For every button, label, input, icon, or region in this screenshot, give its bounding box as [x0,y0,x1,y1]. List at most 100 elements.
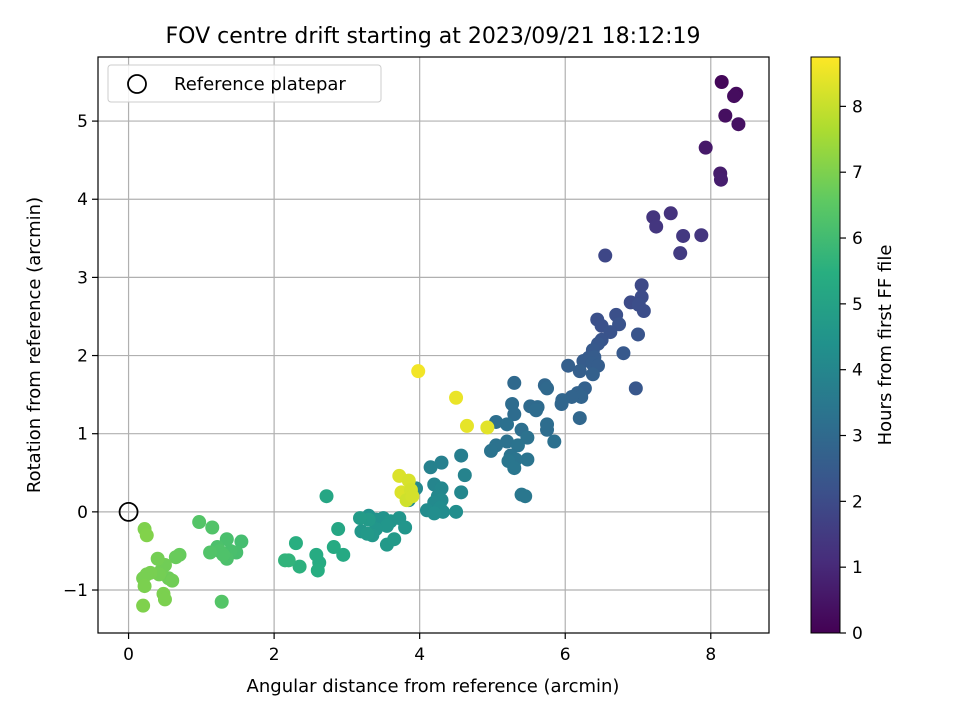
data-point [598,248,613,263]
data-point [507,407,522,422]
data-point [507,375,522,390]
data-point [427,506,442,521]
colorbar-tick-label: 5 [852,295,863,315]
data-point [713,172,728,187]
data-point [352,511,367,526]
y-tick-label: 2 [77,347,88,367]
data-point [698,140,713,155]
data-point [636,304,651,319]
reference-point-marker [118,501,139,522]
data-point [203,545,218,560]
data-point [434,455,449,470]
data-point [157,592,172,607]
data-point [520,452,535,467]
data-point [214,594,229,609]
data-points [136,75,746,613]
data-point [731,117,746,132]
data-point [540,422,555,437]
data-point [216,547,231,562]
colorbar-label: Hours from first FF file [875,245,896,446]
data-point [331,522,346,537]
data-point [292,559,307,574]
data-point [405,489,420,504]
data-point [457,468,472,483]
data-point [136,598,151,613]
data-point [663,206,678,221]
data-point [379,518,394,533]
data-point [540,381,555,396]
data-point [168,550,183,565]
colorbar-tick-label: 8 [852,97,863,117]
data-point [319,489,334,504]
legend: Reference platepar [107,64,382,103]
grid [98,57,769,633]
data-point [360,526,375,541]
x-axis-label: Angular distance from reference (arcmin) [247,676,620,697]
data-point [585,367,600,382]
data-point [411,364,426,379]
data-point [387,532,402,547]
colorbar-ticks: 0 1 2 3 4 5 6 7 8 [840,97,863,644]
data-point [520,430,535,445]
colorbar-tick-label: 7 [852,163,863,183]
data-point [219,532,234,547]
data-point [507,461,522,476]
data-point [480,420,495,435]
data-point [310,563,325,578]
x-tick-label: 8 [705,645,716,665]
x-tick-label: 2 [269,645,280,665]
y-tick-label: 4 [77,190,88,210]
data-point [510,438,525,453]
data-point [518,489,533,504]
data-point [459,418,474,433]
data-point [718,108,733,123]
data-point [500,434,515,449]
data-point [547,434,562,449]
data-point [449,504,464,519]
data-point [673,246,688,261]
data-point [554,397,569,412]
data-point [561,358,576,373]
data-point [694,228,709,243]
y-tick-label: −1 [63,581,88,601]
y-axis-label: Rotation from reference (arcmin) [24,197,45,493]
colorbar: 0 1 2 3 4 5 6 7 8 Hours from first FF file [810,56,896,644]
y-tick-label: 1 [77,425,88,445]
colorbar-gradient [810,56,841,634]
data-point [309,547,324,562]
data-point [139,528,154,543]
data-point [278,553,293,568]
data-point [326,540,341,555]
data-point [150,551,165,566]
data-point [649,219,664,234]
y-axis-ticks: −1 0 1 2 3 4 5 [63,112,98,601]
data-point [449,390,464,405]
colorbar-tick-label: 0 [852,624,863,644]
legend-marker [127,74,147,94]
data-point [572,364,587,379]
data-point [398,520,413,535]
data-point [631,327,646,342]
data-point [192,515,207,530]
data-point [165,573,180,588]
colorbar-tick-label: 4 [852,361,863,381]
data-point [628,381,643,396]
colorbar-tick-label: 1 [852,558,863,578]
data-point [336,547,351,562]
data-point [137,579,152,594]
data-point [616,346,631,361]
data-point [572,411,587,426]
data-point [634,278,649,293]
data-point [483,443,498,458]
data-point [234,534,249,549]
chart-title: FOV centre drift starting at 2023/09/21 … [166,24,701,49]
data-point [676,228,691,243]
x-axis-ticks: 0 2 4 6 8 [123,633,716,665]
data-point [454,448,469,463]
data-point [423,460,438,475]
legend-label: Reference platepar [174,74,346,95]
data-point [288,536,303,551]
data-point [500,417,515,432]
data-point [205,520,220,535]
